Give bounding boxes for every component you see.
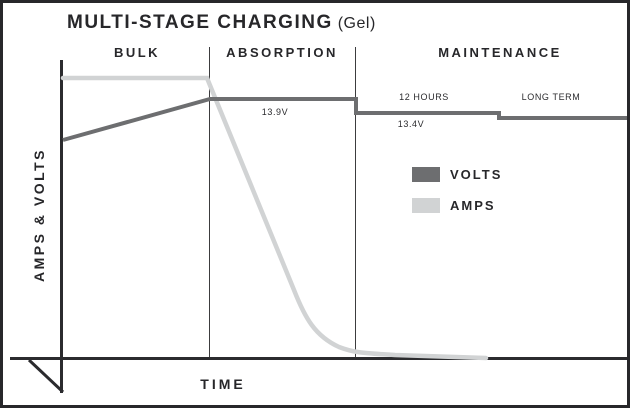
stage-divider-absorption-maintenance [355,47,356,359]
x-axis-line [10,357,627,360]
legend: VOLTS AMPS [412,167,502,229]
annotation-twelve-hours: 12 HOURS [399,92,449,102]
chart-title: MULTI-STAGE CHARGING (Gel) [67,12,376,34]
y-axis-label: AMPS & VOLTS [31,148,47,282]
legend-row-amps: AMPS [412,198,502,213]
stage-label-maintenance: MAINTENANCE [438,45,562,60]
series-line-amps [60,75,489,361]
legend-label-amps: AMPS [450,198,496,213]
stage-label-bulk: BULK [113,45,161,60]
annotation-maintenance-voltage: 13.4V [397,119,425,129]
stage-divider-bulk-absorption [209,47,210,359]
volts-swatch [412,167,440,182]
amps-swatch [412,198,440,213]
chart-lines [27,75,627,394]
x-axis-label: TIME [200,376,246,392]
series-line-volts [62,97,627,142]
y-axis-line [60,60,63,393]
origin-marker [27,358,65,394]
legend-label-volts: VOLTS [450,167,503,182]
annotation-absorption-voltage: 13.9V [261,107,289,117]
stage-label-absorption: ABSORPTION [226,45,338,60]
chart-title-main: MULTI-STAGE CHARGING [67,12,333,33]
legend-row-volts: VOLTS [412,167,502,182]
chart-title-qualifier: (Gel) [337,15,376,32]
annotation-long-term: LONG TERM [521,92,581,102]
